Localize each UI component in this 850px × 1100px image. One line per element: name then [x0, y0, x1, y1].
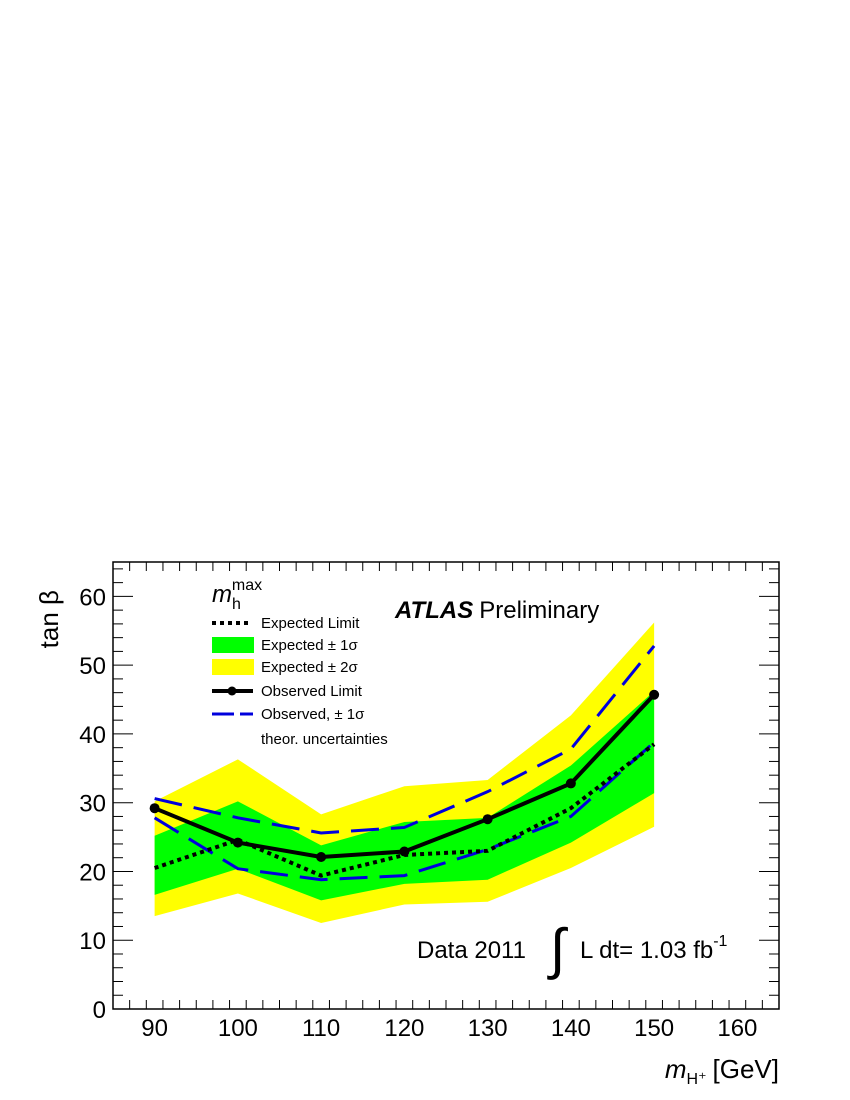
y-tick-label: 10 [79, 928, 106, 955]
observed-limit-point [149, 803, 160, 814]
y-tick-label: 20 [79, 859, 106, 886]
x-tick-label: 100 [218, 1015, 258, 1042]
data-label: Data 2011 [417, 937, 526, 964]
x-tick-label: 130 [468, 1015, 508, 1042]
y-tick-label: 30 [79, 791, 106, 818]
x-tick-label: 110 [302, 1015, 340, 1042]
lumi-integral-sign: ∫ [547, 917, 568, 980]
legend-label: Observed, ± 1σ [261, 706, 365, 723]
legend-key-1sigma [212, 637, 254, 653]
observed-limit-point [649, 689, 660, 700]
legend-header: mhmax [212, 577, 262, 613]
y-axis-title: tan β [34, 590, 64, 648]
x-tick-label: 90 [141, 1015, 168, 1042]
y-tick-label: 0 [93, 997, 106, 1024]
x-axis-title: mH⁺ [GeV] [665, 1054, 779, 1088]
observed-limit-point [232, 837, 243, 848]
x-tick-label: 160 [717, 1015, 757, 1042]
ticks-layer [112, 562, 780, 1010]
observed-upper-theory-line [154, 644, 656, 835]
series-layer [149, 644, 660, 882]
legend-key-2sigma [212, 659, 254, 675]
y-tick-label: 60 [79, 584, 106, 611]
observed-limit-point [565, 778, 576, 789]
legend-key-observed-marker [227, 686, 237, 696]
observed-limit-point [316, 852, 327, 863]
observed-limit-point [482, 814, 493, 825]
x-tick-label: 120 [384, 1015, 424, 1042]
legend-label: Expected Limit [261, 615, 360, 632]
lumi-label: L dt= 1.03 fb-1 [580, 933, 728, 964]
atlas-label: ATLAS Preliminary [394, 597, 599, 624]
x-tick-label: 140 [551, 1015, 591, 1042]
observed-limit-point [399, 846, 410, 857]
x-tick-label: 150 [634, 1015, 674, 1042]
labels-layer: 90 100 110 120 130 140 150 160 0 10 20 30 40 50 60 [79, 584, 757, 1042]
observed-lower-theory-line [153, 741, 656, 882]
legend-label: Expected ± 1σ [261, 637, 358, 654]
legend-extra-line: theor. uncertainties [261, 731, 388, 748]
y-tick-label: 40 [79, 722, 106, 749]
legend-label: Expected ± 2σ [261, 659, 358, 676]
legend-entries: Expected Limit Expected ± 1σ Expected ± 2σ… [212, 615, 365, 723]
legend-label: Observed Limit [261, 683, 363, 700]
y-tick-label: 50 [79, 653, 106, 680]
